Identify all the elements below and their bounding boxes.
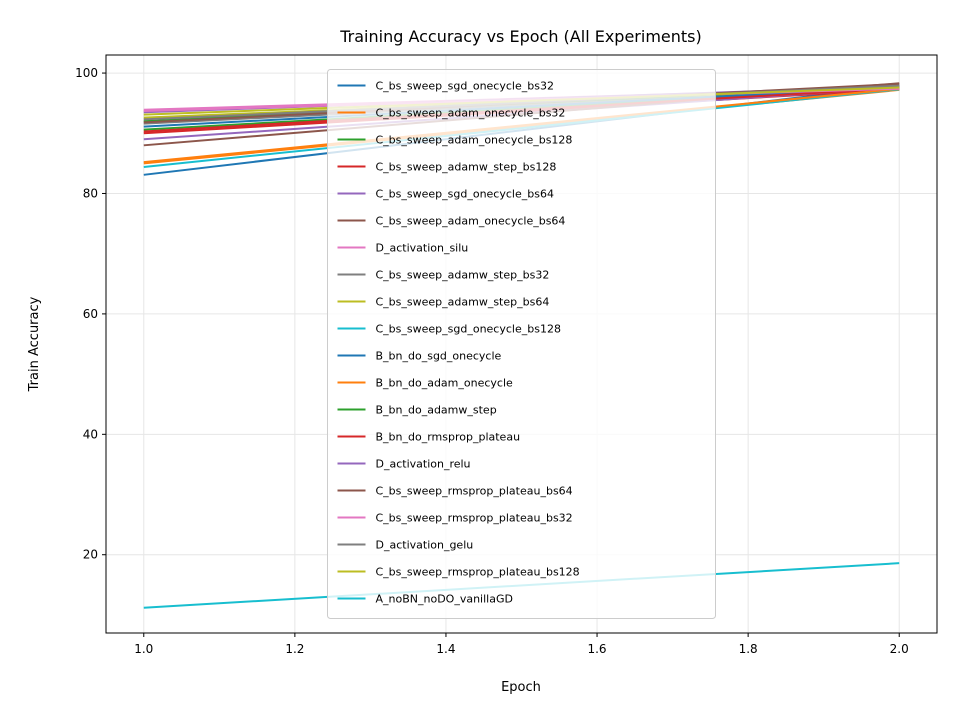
legend-entry: C_bs_sweep_adamw_step_bs32 bbox=[376, 269, 550, 282]
legend-entry: C_bs_sweep_adamw_step_bs128 bbox=[376, 161, 557, 174]
legend-entry: C_bs_sweep_adamw_step_bs64 bbox=[376, 296, 550, 309]
x-tick-label: 1.4 bbox=[436, 642, 455, 656]
y-axis-label: Train Accuracy bbox=[27, 296, 42, 392]
x-tick-label: 1.6 bbox=[587, 642, 606, 656]
y-tick-label: 40 bbox=[83, 427, 98, 441]
legend-entry: B_bn_do_sgd_onecycle bbox=[376, 350, 502, 363]
legend-entry: D_activation_silu bbox=[376, 242, 469, 255]
x-axis-label: Epoch bbox=[501, 680, 541, 695]
legend-box bbox=[327, 69, 716, 619]
y-tick-label: 100 bbox=[75, 66, 98, 80]
legend-entry: C_bs_sweep_adam_onecycle_bs64 bbox=[376, 215, 566, 228]
legend-entry: D_activation_relu bbox=[376, 458, 471, 471]
y-tick-label: 60 bbox=[83, 307, 98, 321]
x-tick-label: 1.0 bbox=[134, 642, 153, 656]
axis-ticks: 1.0 1.2 1.4 1.6 1.8 2.0 20 40 60 80 100 bbox=[75, 66, 909, 656]
legend: C_bs_sweep_sgd_onecycle_bs32 C_bs_sweep_a… bbox=[327, 69, 716, 619]
legend-entry: D_activation_gelu bbox=[376, 539, 474, 552]
plot-frame bbox=[105, 54, 938, 634]
chart-title: Training Accuracy vs Epoch (All Experime… bbox=[339, 27, 702, 46]
legend-entry: B_bn_do_adam_onecycle bbox=[376, 377, 514, 390]
legend-entry: B_bn_do_rmsprop_plateau bbox=[376, 431, 521, 444]
y-tick-label: 20 bbox=[83, 548, 98, 562]
y-tick-label: 80 bbox=[83, 186, 98, 200]
legend-entry: C_bs_sweep_rmsprop_plateau_bs32 bbox=[376, 512, 573, 525]
legend-entry: A_noBN_noDO_vanillaGD bbox=[376, 593, 513, 606]
legend-entry: C_bs_sweep_sgd_onecycle_bs32 bbox=[376, 80, 554, 93]
legend-entry: C_bs_sweep_rmsprop_plateau_bs64 bbox=[376, 485, 573, 498]
x-tick-label: 2.0 bbox=[890, 642, 909, 656]
legend-entry: C_bs_sweep_sgd_onecycle_bs128 bbox=[376, 323, 561, 336]
legend-entry: C_bs_sweep_adam_onecycle_bs128 bbox=[376, 134, 573, 147]
legend-entry: B_bn_do_adamw_step bbox=[376, 404, 497, 417]
x-tick-label: 1.8 bbox=[739, 642, 758, 656]
legend-entry: C_bs_sweep_sgd_onecycle_bs64 bbox=[376, 188, 554, 201]
legend-entry: C_bs_sweep_rmsprop_plateau_bs128 bbox=[376, 566, 580, 579]
x-tick-label: 1.2 bbox=[285, 642, 304, 656]
legend-entry: C_bs_sweep_adam_onecycle_bs32 bbox=[376, 107, 566, 120]
